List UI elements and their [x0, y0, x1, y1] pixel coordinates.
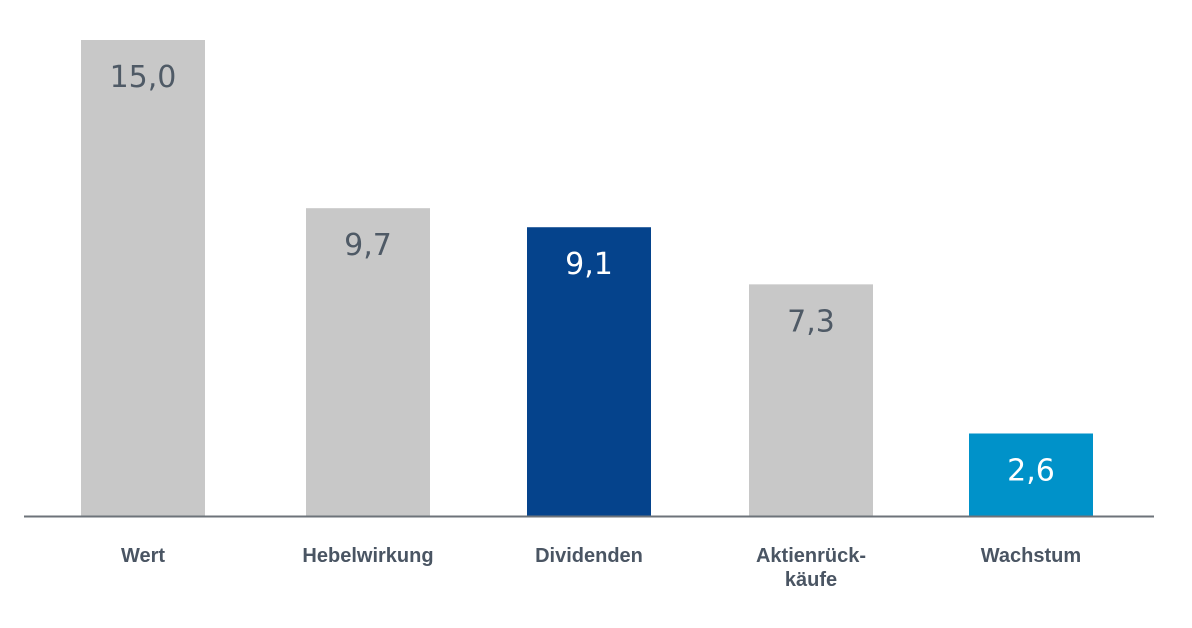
category-label-line: Dividenden — [535, 545, 643, 567]
value-label-2: 9,1 — [565, 247, 613, 282]
category-label-line: Hebelwirkung — [302, 545, 433, 567]
category-label-4: Wachstum — [981, 545, 1081, 567]
category-label-line: Aktienrück- — [756, 545, 866, 567]
bar-2 — [527, 227, 651, 516]
category-label-0: Wert — [121, 545, 165, 567]
bar-3 — [749, 284, 873, 516]
bar-1 — [306, 208, 430, 517]
category-label-line: käufe — [785, 569, 837, 591]
value-label-4: 2,6 — [1007, 453, 1055, 488]
value-label-1: 9,7 — [344, 228, 392, 263]
category-label-line: Wert — [121, 545, 165, 567]
category-label-3: Aktienrück-käufe — [756, 545, 866, 591]
category-label-2: Dividenden — [535, 545, 643, 567]
value-label-0: 15,0 — [110, 60, 177, 95]
value-labels-group: 15,0 9,7 9,1 7,3 2,6 — [110, 60, 1055, 488]
value-label-3: 7,3 — [787, 304, 835, 339]
category-label-line: Wachstum — [981, 545, 1081, 567]
category-labels-group: Wert Hebelwirkung Dividenden Aktienrück-käu… — [121, 545, 1081, 591]
bar-4 — [969, 433, 1093, 516]
bar-0 — [81, 40, 205, 516]
bars-group — [81, 40, 1093, 517]
category-label-1: Hebelwirkung — [302, 545, 433, 567]
